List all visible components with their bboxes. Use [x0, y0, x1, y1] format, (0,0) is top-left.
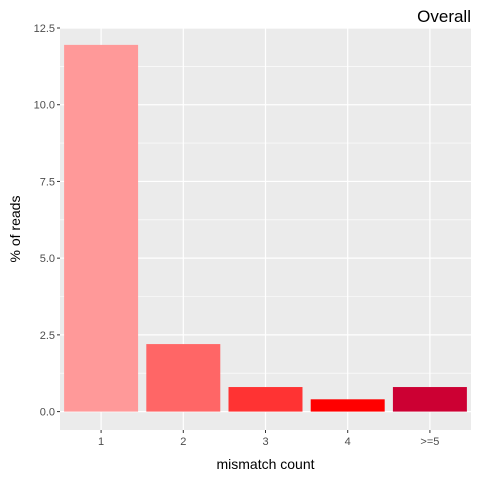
y-tick-label: 0.0: [40, 407, 55, 419]
bars: [64, 44, 467, 412]
x-tick-label: 1: [98, 436, 104, 448]
x-axis: 1 2 3 4 >=5: [98, 430, 439, 448]
bar-2: [146, 344, 221, 412]
bar-1: [64, 44, 139, 412]
x-tick-label: 3: [262, 436, 268, 448]
y-tick-label: 10.0: [34, 100, 55, 112]
y-tick-label: 7.5: [40, 176, 55, 188]
bar-3: [228, 387, 303, 412]
y-tick-label: 5.0: [40, 253, 55, 265]
bar-5: [392, 387, 467, 412]
chart-title: Overall: [417, 7, 471, 26]
x-tick-label: 4: [345, 436, 351, 448]
bar-4: [310, 399, 385, 412]
x-axis-title: mismatch count: [216, 456, 314, 472]
y-axis-title: % of reads: [7, 196, 23, 263]
x-tick-label: 2: [180, 436, 186, 448]
y-axis: 0.0 2.5 5.0 7.5 10.0 12.5: [34, 23, 60, 419]
x-tick-label: >=5: [420, 436, 439, 448]
y-tick-label: 12.5: [34, 23, 55, 35]
y-tick-label: 2.5: [40, 330, 55, 342]
